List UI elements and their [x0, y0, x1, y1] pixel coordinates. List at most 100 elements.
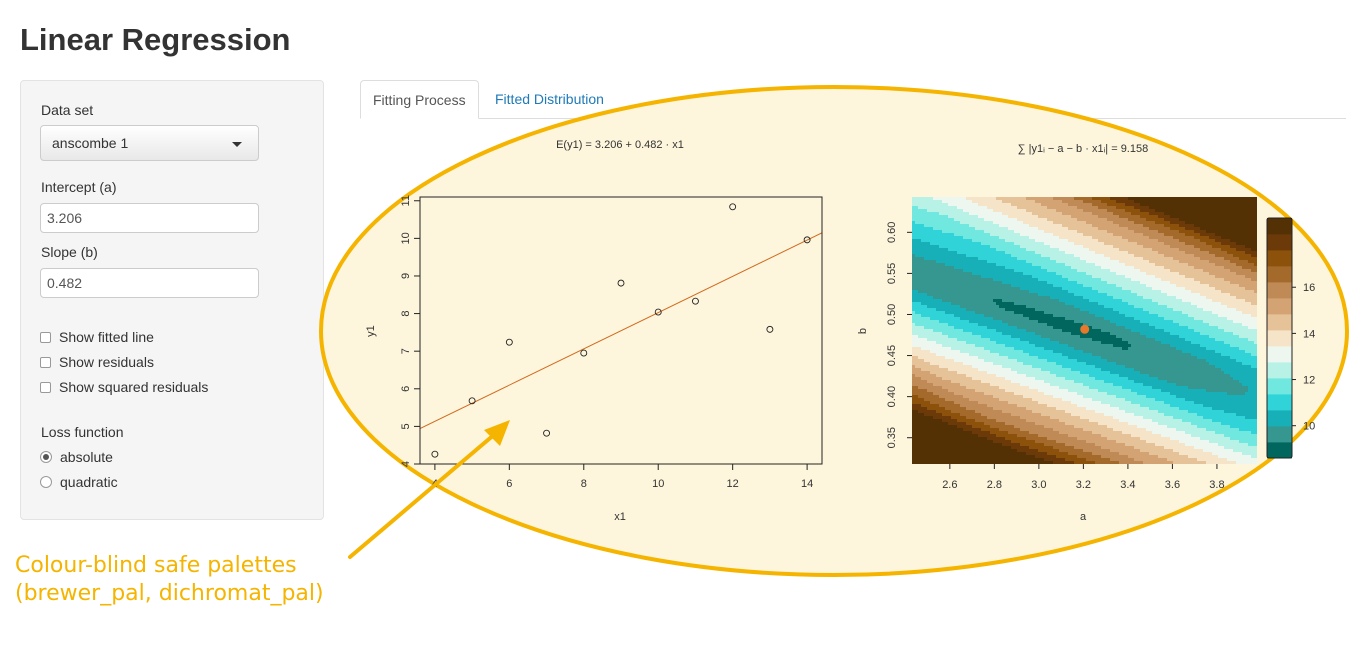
contour-cell	[951, 248, 955, 252]
contour-cell	[1122, 308, 1126, 312]
contour-cell	[1044, 302, 1048, 306]
tab-fitting-process[interactable]: Fitting Process	[360, 80, 479, 119]
contour-cell	[1041, 206, 1045, 210]
contour-cell	[1209, 236, 1213, 240]
contour-cell	[1197, 200, 1201, 204]
checkbox-box[interactable]	[40, 381, 51, 393]
contour-cell	[1071, 197, 1075, 201]
contour-cell	[1158, 290, 1162, 294]
contour-cell	[1023, 281, 1027, 285]
contour-cell	[1059, 281, 1063, 285]
contour-cell	[1242, 308, 1246, 312]
contour-cell	[1005, 230, 1009, 234]
contour-cell	[1224, 281, 1228, 285]
contour-cell	[1029, 311, 1033, 315]
contour-cell	[1209, 278, 1213, 282]
contour-cell	[1011, 245, 1015, 249]
contour-cell	[1086, 245, 1090, 249]
contour-cell	[1185, 260, 1189, 264]
loss-absolute-radio[interactable]: absolute	[40, 449, 113, 465]
contour-cell	[1023, 314, 1027, 318]
contour-cell	[1092, 266, 1096, 270]
contour-cell	[933, 275, 937, 279]
radio-button[interactable]	[40, 476, 52, 488]
contour-cell	[1140, 299, 1144, 303]
loss-quadratic-radio[interactable]: quadratic	[40, 474, 118, 490]
contour-cell	[963, 296, 967, 300]
intercept-input[interactable]	[40, 203, 259, 233]
contour-cell	[1017, 233, 1021, 237]
contour-cell	[1143, 263, 1147, 267]
contour-cell	[1167, 221, 1171, 225]
contour-cell	[1047, 227, 1051, 231]
contour-cell	[1164, 206, 1168, 210]
contour-cell	[1140, 206, 1144, 210]
contour-cell	[1242, 305, 1246, 309]
contour-cell	[1212, 254, 1216, 258]
contour-cell	[975, 200, 979, 204]
checkbox-box[interactable]	[40, 331, 51, 343]
contour-cell	[1059, 311, 1063, 315]
contour-cell	[1206, 221, 1210, 225]
tab-fitted-distribution[interactable]: Fitted Distribution	[495, 91, 604, 107]
contour-cell	[1182, 254, 1186, 258]
contour-cell	[1218, 254, 1222, 258]
contour-cell	[1194, 290, 1198, 294]
contour-cell	[1215, 275, 1219, 279]
contour-cell	[1164, 260, 1168, 264]
contour-cell	[1029, 239, 1033, 243]
contour-cell	[1119, 323, 1123, 327]
contour-cell	[915, 290, 919, 294]
show-squared-residuals-checkbox[interactable]: Show squared residuals	[40, 379, 208, 395]
contour-cell	[936, 197, 940, 201]
checkbox-box[interactable]	[40, 356, 51, 368]
contour-cell	[1005, 272, 1009, 276]
contour-cell	[1140, 272, 1144, 276]
contour-cell	[930, 320, 934, 324]
contour-cell	[1248, 197, 1252, 201]
radio-button[interactable]	[40, 451, 52, 463]
contour-cell	[1008, 260, 1012, 264]
contour-cell	[921, 233, 925, 237]
contour-cell	[1191, 254, 1195, 258]
contour-cell	[966, 308, 970, 312]
contour-cell	[1194, 266, 1198, 270]
contour-cell	[1101, 320, 1105, 324]
contour-cell	[1179, 278, 1183, 282]
contour-title: ∑ |y1ᵢ − a − b · x1ᵢ| = 9.158	[1018, 143, 1148, 155]
contour-cell	[1056, 320, 1060, 324]
contour-cell	[1230, 284, 1234, 288]
contour-cell	[1221, 200, 1225, 204]
contour-cell	[1131, 251, 1135, 255]
contour-cell	[1104, 236, 1108, 240]
contour-cell	[1125, 275, 1129, 279]
slope-input[interactable]	[40, 268, 259, 298]
show-fitted-line-checkbox[interactable]: Show fitted line	[40, 329, 154, 345]
contour-cell	[1074, 245, 1078, 249]
contour-cell	[1122, 203, 1126, 207]
contour-cell	[1035, 296, 1039, 300]
dataset-select[interactable]: anscombe 1	[40, 125, 259, 161]
contour-cell	[1143, 302, 1147, 306]
contour-cell	[1155, 248, 1159, 252]
contour-cell	[987, 197, 991, 201]
contour-cell	[1215, 218, 1219, 222]
contour-cell	[1146, 299, 1150, 303]
show-residuals-checkbox[interactable]: Show residuals	[40, 354, 154, 370]
contour-cell	[960, 239, 964, 243]
contour-cell	[1170, 224, 1174, 228]
contour-cell	[1017, 290, 1021, 294]
contour-cell	[1056, 302, 1060, 306]
contour-cell	[984, 254, 988, 258]
contour-cell	[1125, 302, 1129, 306]
contour-cell	[1227, 215, 1231, 219]
contour-cell	[957, 320, 961, 324]
contour-cell	[1197, 230, 1201, 234]
contour-cell	[993, 257, 997, 261]
contour-cell	[972, 242, 976, 246]
contour-cell	[1182, 206, 1186, 210]
contour-cell	[963, 317, 967, 321]
contour-cell	[969, 206, 973, 210]
contour-cell	[1113, 254, 1117, 258]
contour-cell	[993, 245, 997, 249]
